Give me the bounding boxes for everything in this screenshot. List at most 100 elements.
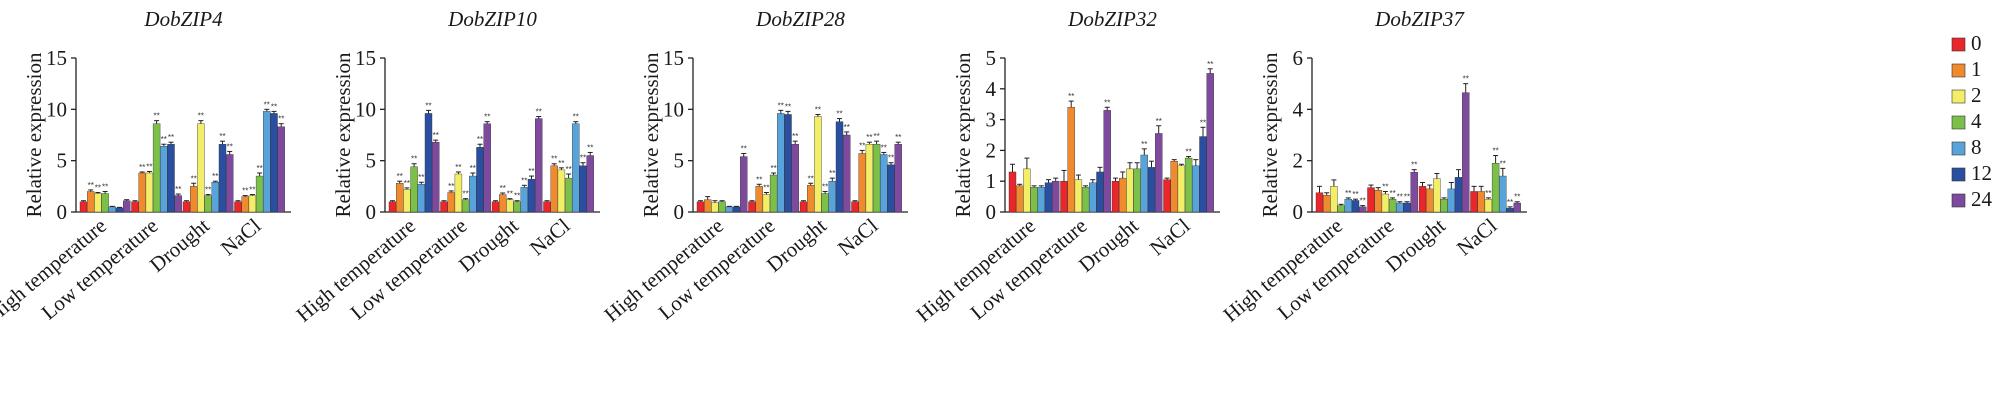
panel-title: DobZIP4 <box>143 7 223 31</box>
significance-mark: ** <box>264 100 270 109</box>
significance-mark: ** <box>205 186 211 195</box>
bar-drought-1 <box>189 186 198 213</box>
significance-mark: ** <box>477 135 483 144</box>
legend-label: 12 <box>1971 161 1992 185</box>
bar-low-temperature-8 <box>1089 182 1097 213</box>
bar-high-temperature-1 <box>86 191 95 213</box>
bar-low-temperature-0 <box>1060 180 1068 213</box>
significance-mark: ** <box>536 108 542 117</box>
y-tick-label: 1 <box>986 169 997 193</box>
x-tick-label: Drought <box>762 213 831 276</box>
bar-nacl-8 <box>880 154 888 213</box>
bar-low-temperature-8 <box>160 146 168 213</box>
y-tick-label: 5 <box>57 149 68 173</box>
bar-nacl-1 <box>241 196 249 213</box>
bar-nacl-0 <box>1163 179 1171 213</box>
bar-nacl-0 <box>1470 191 1478 213</box>
x-tick-label: NaCl <box>1452 213 1502 260</box>
significance-mark: ** <box>500 184 506 193</box>
bar-high-temperature-0 <box>696 201 705 213</box>
significance-mark: ** <box>580 154 586 163</box>
bar-low-temperature-12 <box>1096 171 1104 213</box>
bar-low-temperature-0 <box>440 201 448 213</box>
bar-nacl-8 <box>1192 165 1200 213</box>
bar-high-temperature-2 <box>711 202 719 213</box>
y-tick-label: 0 <box>674 200 685 224</box>
bar-low-temperature-1 <box>447 192 455 213</box>
bar-low-temperature-24 <box>791 144 799 213</box>
bar-high-temperature-4 <box>1337 205 1345 213</box>
bar-high-temperature-0 <box>1315 192 1324 213</box>
legend-label: 0 <box>1971 31 1982 55</box>
significance-mark: ** <box>433 131 439 140</box>
bar-low-temperature-1 <box>755 186 763 213</box>
y-tick-label: 0 <box>986 200 997 224</box>
significance-mark: ** <box>1485 189 1491 198</box>
bar-drought-24 <box>535 118 543 213</box>
bar-low-temperature-2 <box>145 172 154 213</box>
bar-high-temperature-12 <box>424 113 433 213</box>
bar-high-temperature-24 <box>1051 180 1060 213</box>
x-tick-label: NaCl <box>833 213 883 260</box>
y-axis-label: Relative expression <box>331 52 355 218</box>
significance-mark: ** <box>587 143 593 152</box>
significance-mark: ** <box>95 183 101 192</box>
significance-mark: ** <box>448 182 454 191</box>
x-tick-label: NaCl <box>525 213 575 260</box>
bar-high-temperature-4 <box>410 166 418 213</box>
significance-mark: ** <box>756 175 762 184</box>
bar-nacl-2 <box>1484 198 1493 213</box>
bar-drought-2 <box>1126 168 1134 213</box>
bar-low-temperature-24 <box>483 123 491 213</box>
panel-title: DobZIP37 <box>1374 7 1465 31</box>
bar-nacl-0 <box>851 201 859 213</box>
panel-title: DobZIP32 <box>1067 7 1157 31</box>
significance-mark: ** <box>808 174 814 183</box>
legend-label: 2 <box>1971 83 1982 107</box>
significance-mark: ** <box>404 179 410 188</box>
bar-high-temperature-24 <box>1358 206 1367 213</box>
bar-drought-0 <box>1111 180 1120 213</box>
y-tick-label: 10 <box>46 97 67 121</box>
x-tick-label: Drought <box>1074 213 1143 276</box>
legend-swatch-2 <box>1951 89 1966 104</box>
y-tick-label: 4 <box>1293 97 1304 121</box>
bar-high-temperature-8 <box>108 206 117 213</box>
y-tick-label: 6 <box>1293 46 1304 70</box>
bar-high-temperature-8 <box>725 206 733 213</box>
bar-low-temperature-12 <box>167 144 175 213</box>
bar-nacl-24 <box>1513 202 1521 213</box>
legend-label: 4 <box>1971 109 1982 133</box>
significance-mark: ** <box>1397 193 1403 202</box>
bar-drought-4 <box>1133 168 1141 213</box>
bar-drought-2 <box>814 116 822 213</box>
bar-high-temperature-0 <box>1008 171 1017 213</box>
significance-mark: ** <box>1345 189 1351 198</box>
bar-drought-8 <box>1140 154 1149 213</box>
bar-drought-24 <box>225 154 234 213</box>
significance-mark: ** <box>1389 189 1395 198</box>
bar-drought-8 <box>520 187 528 213</box>
significance-mark: ** <box>558 159 564 168</box>
y-tick-label: 2 <box>1293 149 1304 173</box>
significance-mark: ** <box>1463 75 1469 84</box>
legend-label: 24 <box>1971 187 1993 211</box>
significance-mark: ** <box>1156 117 1162 126</box>
bar-nacl-1 <box>1477 191 1485 213</box>
bar-drought-4 <box>204 195 212 213</box>
bar-nacl-12 <box>1506 207 1514 213</box>
bar-low-temperature-4 <box>461 199 470 213</box>
bar-drought-2 <box>1433 178 1441 213</box>
bar-drought-1 <box>807 185 815 213</box>
significance-mark: ** <box>815 105 821 114</box>
bar-nacl-1 <box>550 165 558 213</box>
significance-mark: ** <box>219 132 225 141</box>
bar-low-temperature-2 <box>1074 179 1083 213</box>
y-tick-label: 15 <box>663 46 684 70</box>
bar-drought-2 <box>197 123 205 213</box>
bar-nacl-12 <box>1199 136 1207 213</box>
y-tick-label: 0 <box>366 200 377 224</box>
bar-drought-0 <box>1418 186 1427 213</box>
bar-high-temperature-12 <box>115 207 124 213</box>
bar-nacl-2 <box>1177 165 1186 213</box>
